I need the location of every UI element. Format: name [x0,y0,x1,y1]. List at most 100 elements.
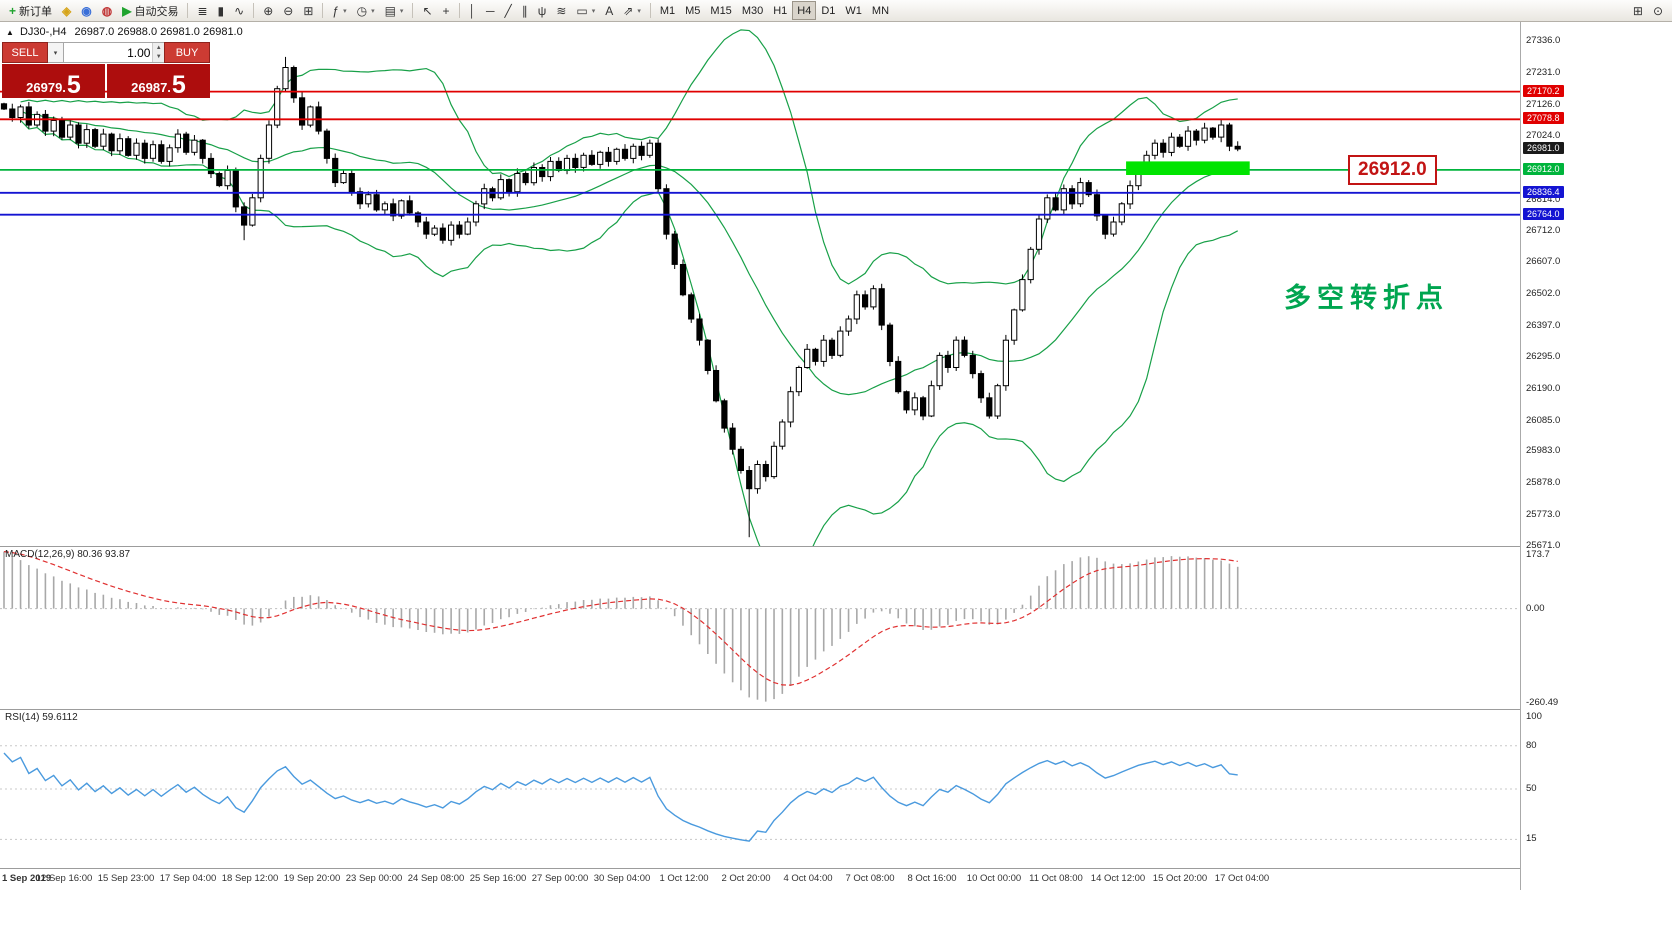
volume-increase-button[interactable]: ▲ [153,43,164,53]
rsi-label: RSI(14) 59.6112 [5,712,78,723]
price-callout[interactable]: 26912.0 [1348,154,1437,185]
price-tick-label: 0.00 [1526,602,1545,614]
line-chart-button[interactable]: ∿ [229,1,249,20]
timeframe-m30-button[interactable]: M30 [737,1,768,20]
text-label-button[interactable]: A [600,1,618,20]
indicators-button[interactable]: ƒ ▾ [327,1,351,20]
zoom-in-button[interactable]: ⊕ [258,1,278,20]
trendline-button[interactable]: ╱ [500,1,517,20]
chart-templates-button[interactable]: ◈ [57,1,76,20]
line-chart-icon: ∿ [234,3,245,18]
arrow-objects-button[interactable]: ⇗ ▾ [618,1,646,20]
macd-label: MACD(12,26,9) 80.36 93.87 [5,549,131,560]
chinese-annotation[interactable]: 多空转折点 [1284,283,1449,313]
time-tick-label: 27 Sep 00:00 [531,873,589,884]
equidistant-channel-button[interactable]: ∥ [517,1,533,20]
price-tick-label: 27231.0 [1526,67,1561,79]
cursor-icon: ↖ [422,3,433,18]
rsi-chart[interactable] [0,710,1520,868]
andrews-pitchfork-button[interactable]: ψ [533,1,552,20]
timeframe-m1-button[interactable]: M1 [655,1,680,20]
symbol-marker-icon: ▲ [6,28,14,37]
volume-decrease-button[interactable]: ▼ [153,52,164,62]
price-callout-text: 26912.0 [1358,158,1427,180]
sell-price-display[interactable]: 26979. 5 [2,64,105,98]
time-tick-label: 23 Sep 00:00 [345,873,403,884]
timeframe-h1-button-label: H1 [773,4,788,17]
price-badge: 26836.4 [1523,185,1564,198]
price-tick-label: 26190.0 [1526,382,1561,394]
panel-divider[interactable] [0,709,1672,710]
timeframe-m30-button-label: M30 [741,4,764,17]
macd-chart[interactable] [0,547,1520,709]
new-order-button[interactable]: + 新订单 [4,1,57,20]
sell-button[interactable]: SELL [2,42,48,63]
price-axis[interactable]: 27336.0 27231.0 27126.0 27024.0 26814.0 26712… [1521,22,1672,890]
price-tick-label: -260.49 [1526,697,1559,708]
buy-button[interactable]: BUY [164,42,210,63]
time-tick-label: 15 Oct 20:00 [1152,873,1208,884]
price-tick-label: 27126.0 [1526,99,1561,111]
order-type-dropdown[interactable]: ▾ [48,42,64,63]
price-tick-label: 25671.0 [1526,540,1561,551]
auto-trading-button[interactable]: ▶ 自动交易 [117,1,183,20]
price-tick-label: 26397.0 [1526,319,1561,331]
axis-divider [1520,22,1521,890]
search-button[interactable]: ⊙ [1648,1,1668,20]
ohlc-bars-button[interactable]: ≣ [192,1,212,20]
templates-button[interactable]: ▤ ▾ [380,1,409,20]
price-tick-label: 25773.0 [1526,509,1561,521]
horizontal-line-button[interactable]: ─ [481,1,500,20]
profiles-button[interactable]: ◉ [76,1,96,20]
timeframe-m15-button[interactable]: M15 [705,1,736,20]
cursor-button[interactable]: ↖ [417,1,437,20]
time-tick-label: 1 Oct 12:00 [659,873,709,884]
time-tick-label: 1 Sep 2019 [2,873,52,884]
buy-price-display[interactable]: 26987. 5 [107,64,210,98]
periods-button[interactable]: ◷ ▾ [352,1,380,20]
toolbar-separator [458,3,460,18]
new-chart-shortcut-button[interactable]: ⊞ [1628,1,1648,20]
timeframe-mn-button[interactable]: MN [867,1,894,20]
ask-big-figure: 26987. [131,79,171,95]
zoom-out-button[interactable]: ⊖ [278,1,298,20]
trendline-icon: ╱ [504,3,512,18]
time-axis[interactable]: 1 Sep 2019 12 Sep 16:00 15 Sep 23:00 17 Sep… [0,869,1520,890]
price-badge: 27078.8 [1523,112,1564,125]
zoom-in-icon: ⊕ [263,3,274,18]
auto-scroll-button[interactable]: ⊞ [298,1,318,20]
timeframe-m5-button[interactable]: M5 [680,1,705,20]
panel-divider [0,868,1672,869]
time-tick-label: 12 Sep 16:00 [35,873,93,884]
toolbar-separator [253,3,255,18]
price-tick-label: 26295.0 [1526,350,1561,362]
price-badge: 26912.0 [1523,162,1564,175]
main-toolbar: + 新订单 ◈ ◉ ◍ ▶ 自动交易 ≣ ▮ ∿ ⊕ ⊖ ⊞ ƒ ▾ ◷ ▾ ▤ ▾ ↖ + │ ─ ╱ ∥ ψ ≋ ▭ ▾ A ⇗ ▾ M1 M… [0,0,1672,22]
timeframe-m5-button-label: M5 [685,4,701,17]
alerts-button[interactable]: ◍ [97,1,117,20]
shapes-button[interactable]: ▭ ▾ [571,1,600,20]
equidistant-channel-icon: ∥ [521,3,528,18]
candlestick-chart[interactable] [0,22,1520,546]
timeframe-w1-button[interactable]: W1 [840,1,867,20]
toolbar-separator [649,3,651,18]
ohlc-values: 26987.0 26988.0 26981.0 26981.0 [74,26,243,38]
time-tick-label: 25 Sep 16:00 [469,873,527,884]
volume-input[interactable] [64,43,153,62]
time-tick-label: 7 Oct 08:00 [845,873,895,884]
timeframe-d1-button[interactable]: D1 [816,1,840,20]
panel-divider[interactable] [0,546,1672,547]
time-tick-label: 17 Oct 04:00 [1214,873,1270,884]
crosshair-button[interactable]: + [438,1,455,20]
timeframe-h4-button[interactable]: H4 [792,1,817,20]
price-tick-label: 26814.0 [1526,193,1561,205]
candlesticks-button[interactable]: ▮ [213,1,230,20]
timeframe-h1-button[interactable]: H1 [768,1,792,20]
fibonacci-button[interactable]: ≋ [551,1,571,20]
price-tick-label: 27336.0 [1526,35,1561,47]
vertical-line-button[interactable]: │ [464,1,482,20]
templates-icon: ▤ [384,3,396,18]
timeframe-m1-button-label: M1 [659,4,676,17]
price-badge: 26981.0 [1523,141,1564,154]
